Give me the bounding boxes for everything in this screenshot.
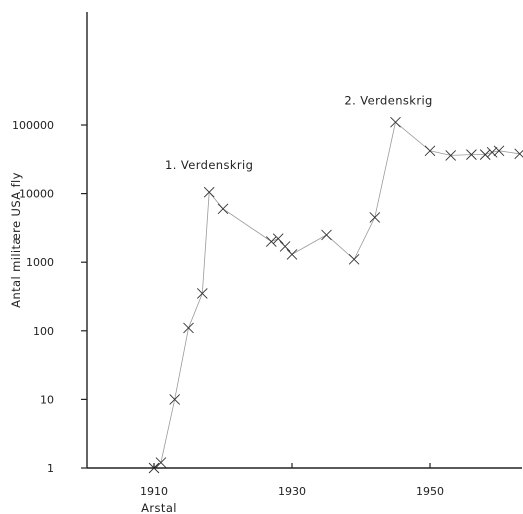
y-tick-label: 1: [47, 462, 54, 475]
data-point: [155, 457, 167, 468]
data-point: [424, 145, 436, 157]
data-point: [169, 394, 181, 405]
y-tick-label: 100: [33, 325, 54, 338]
y-ticks: 1 10 100 1000 10000 100000: [12, 119, 87, 475]
data-marks: [148, 116, 523, 474]
x-tick-label: 1910: [140, 485, 168, 498]
data-point: [493, 145, 505, 157]
y-axis-label: Antal militære USA fly: [9, 172, 23, 308]
data-point: [486, 146, 498, 158]
data-point: [514, 148, 523, 160]
data-point: [445, 150, 457, 161]
data-point: [265, 236, 277, 247]
annotation-label: 1. Verdenskrig: [165, 158, 253, 172]
x-ticks: 1910 1930 1950: [140, 463, 444, 498]
y-tick-label: 10000: [19, 188, 54, 201]
annotations: 1. Verdenskrig 2. Verdenskrig: [165, 93, 432, 172]
y-tick-label: 10: [40, 393, 54, 406]
data-point: [369, 212, 381, 223]
x-axis-label: Arstal: [141, 501, 177, 514]
data-point: [286, 249, 298, 260]
data-point: [348, 254, 360, 265]
data-point: [390, 116, 401, 128]
data-point: [203, 186, 215, 198]
y-tick-label: 100000: [12, 119, 54, 132]
data-point: [272, 233, 284, 245]
data-point: [466, 149, 477, 160]
data-point: [196, 288, 208, 299]
data-point: [183, 322, 194, 334]
data-point: [217, 203, 229, 215]
annotation-label: 2. Verdenskrig: [344, 93, 432, 107]
y-tick-label: 1000: [26, 256, 54, 269]
x-tick-label: 1950: [416, 485, 444, 498]
data-point: [479, 149, 491, 160]
data-point: [321, 229, 332, 241]
data-point: [279, 241, 291, 252]
series-line: [153, 121, 520, 469]
x-tick-label: 1930: [278, 485, 306, 498]
